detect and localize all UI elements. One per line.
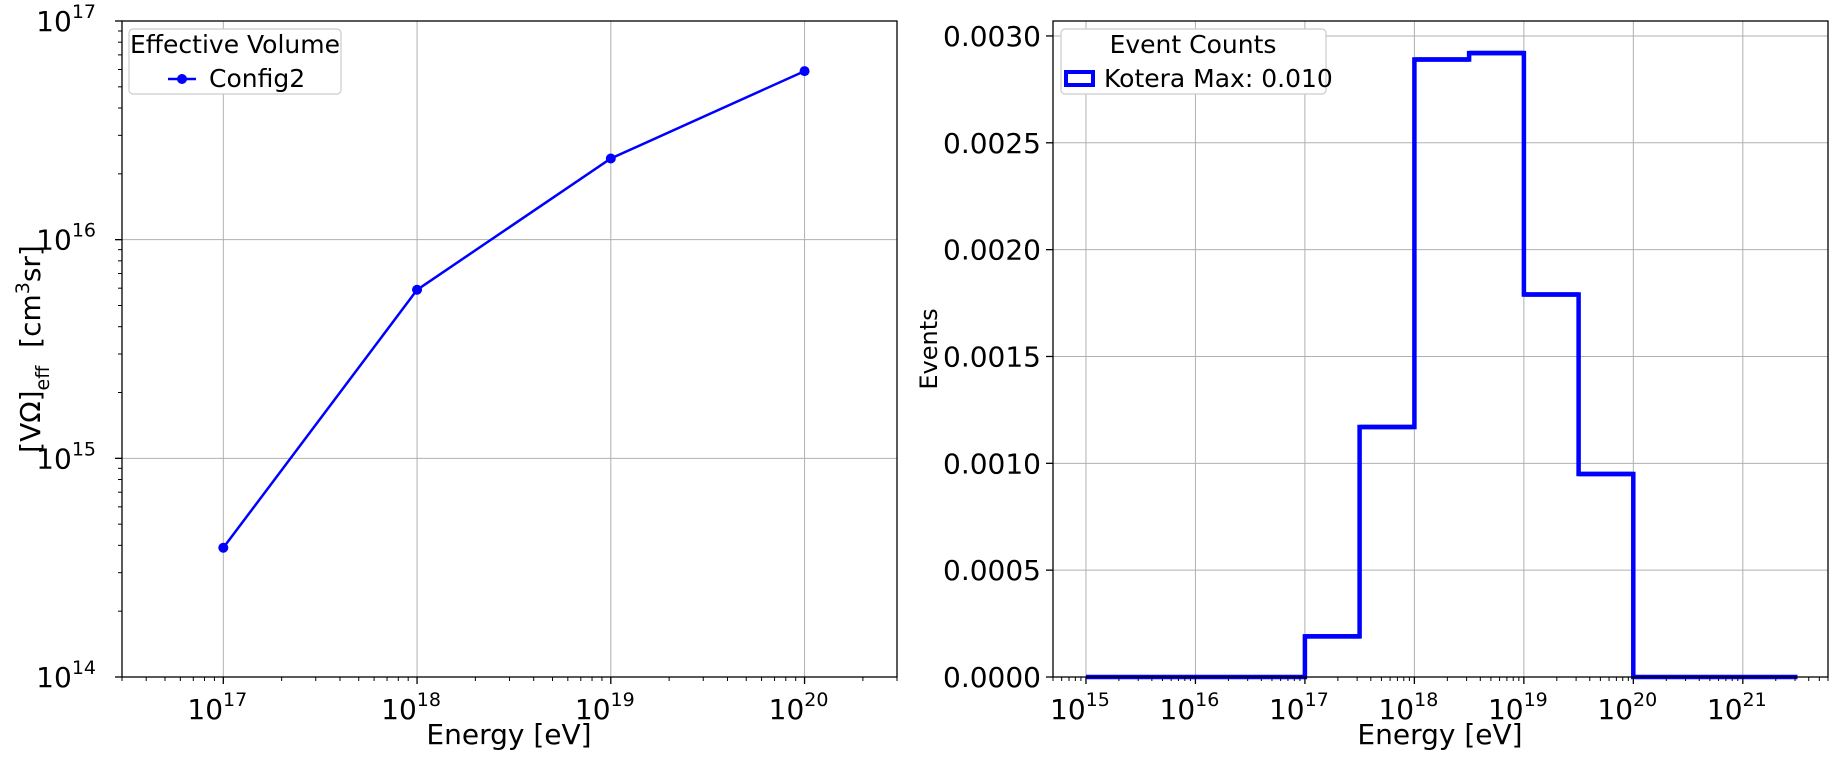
left-y-axis-text: [VΩ]eff [cm3sr] bbox=[12, 245, 54, 453]
right-legend-title: Event Counts bbox=[1110, 30, 1277, 59]
left-data-point bbox=[605, 153, 616, 164]
left-y-tick-label: 1017 bbox=[36, 1, 96, 38]
left-y-axis-label: [VΩ]eff [cm3sr] bbox=[12, 245, 54, 453]
right-y-tick-label: 0.0005 bbox=[943, 554, 1041, 587]
left-x-axis-label: Energy [eV] bbox=[426, 718, 591, 751]
right-legend-entry-label: Kotera Max: 0.010 bbox=[1104, 64, 1333, 93]
right-x-tick-label: 1018 bbox=[1378, 689, 1438, 726]
left-y-tick-label: 1016 bbox=[36, 220, 96, 257]
left-data-point bbox=[799, 66, 810, 77]
right-legend-box bbox=[1060, 28, 1327, 95]
left-series-line bbox=[222, 69, 806, 549]
left-x-tick-label: 1017 bbox=[187, 689, 247, 726]
right-legend-patch-swatch bbox=[1064, 70, 1095, 87]
left-x-tick-label: 1020 bbox=[769, 689, 829, 726]
left-legend-marker-swatch bbox=[177, 74, 187, 84]
right-x-tick-label: 1019 bbox=[1488, 689, 1548, 726]
right-x-tick-label: 1015 bbox=[1050, 689, 1110, 726]
right-y-tick-label: 0.0020 bbox=[943, 234, 1041, 267]
left-grid bbox=[122, 21, 897, 677]
left-data-point bbox=[412, 284, 423, 295]
right-tick-layer: 1015 1016 1017 1018 1019 1020 1021 0.0000 0.0005… bbox=[943, 20, 1829, 726]
right-y-tick-label: 0.0030 bbox=[943, 20, 1041, 53]
effective-volume-chart: 1017 1018 1019 1020 1014 1015 1016 1017 Energy … bbox=[12, 1, 898, 751]
left-series-layer bbox=[218, 66, 810, 553]
left-tick-layer: 1017 1018 1019 1020 1014 1015 1016 1017 bbox=[36, 1, 898, 726]
right-x-tick-label: 1021 bbox=[1707, 689, 1767, 726]
left-legend: Effective Volume Config2 bbox=[128, 28, 342, 95]
left-data-point bbox=[218, 542, 229, 553]
right-x-axis-label: Energy [eV] bbox=[1357, 718, 1522, 751]
right-y-tick-label: 0.0000 bbox=[943, 661, 1041, 694]
event-counts-chart: 1015 1016 1017 1018 1019 1020 1021 0.0000 0.0005… bbox=[915, 20, 1829, 751]
left-x-tick-label: 1019 bbox=[575, 689, 635, 726]
right-x-tick-label: 1017 bbox=[1269, 689, 1329, 726]
right-y-tick-label: 0.0010 bbox=[943, 447, 1041, 480]
right-x-tick-label: 1016 bbox=[1160, 689, 1220, 726]
left-legend-title: Effective Volume bbox=[130, 30, 340, 59]
right-x-tick-label: 1020 bbox=[1597, 689, 1657, 726]
left-x-tick-label: 1018 bbox=[381, 689, 441, 726]
right-y-tick-label: 0.0015 bbox=[943, 340, 1041, 373]
left-legend-entry-label: Config2 bbox=[209, 64, 305, 93]
right-y-axis-label: Events bbox=[915, 308, 943, 389]
right-y-tick-label: 0.0025 bbox=[943, 127, 1041, 160]
right-legend: Event Counts Kotera Max: 0.010 bbox=[1060, 28, 1333, 95]
left-y-tick-label: 1015 bbox=[36, 438, 96, 475]
right-plot-frame bbox=[1052, 20, 1829, 678]
left-y-tick-label: 1014 bbox=[36, 657, 96, 694]
